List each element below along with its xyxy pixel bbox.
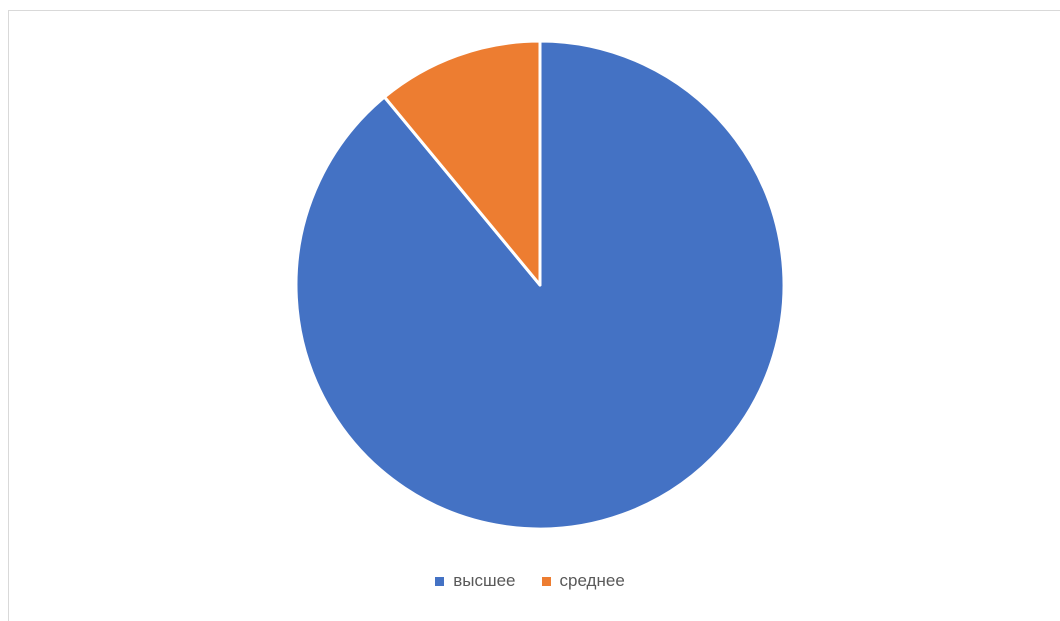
slice-srednee bbox=[382, 39, 542, 287]
legend-label-srednee: среднее bbox=[559, 571, 625, 590]
chart-frame bbox=[8, 10, 1060, 621]
legend-item-srednee: среднее bbox=[541, 571, 625, 591]
legend-swatch-vysshee bbox=[435, 576, 445, 586]
legend-swatch-srednee bbox=[541, 576, 551, 586]
legend-label-vysshee: высшее bbox=[453, 571, 516, 590]
legend-item-vysshee: высшее bbox=[435, 571, 516, 591]
legend: высшее среднее bbox=[0, 571, 1060, 591]
